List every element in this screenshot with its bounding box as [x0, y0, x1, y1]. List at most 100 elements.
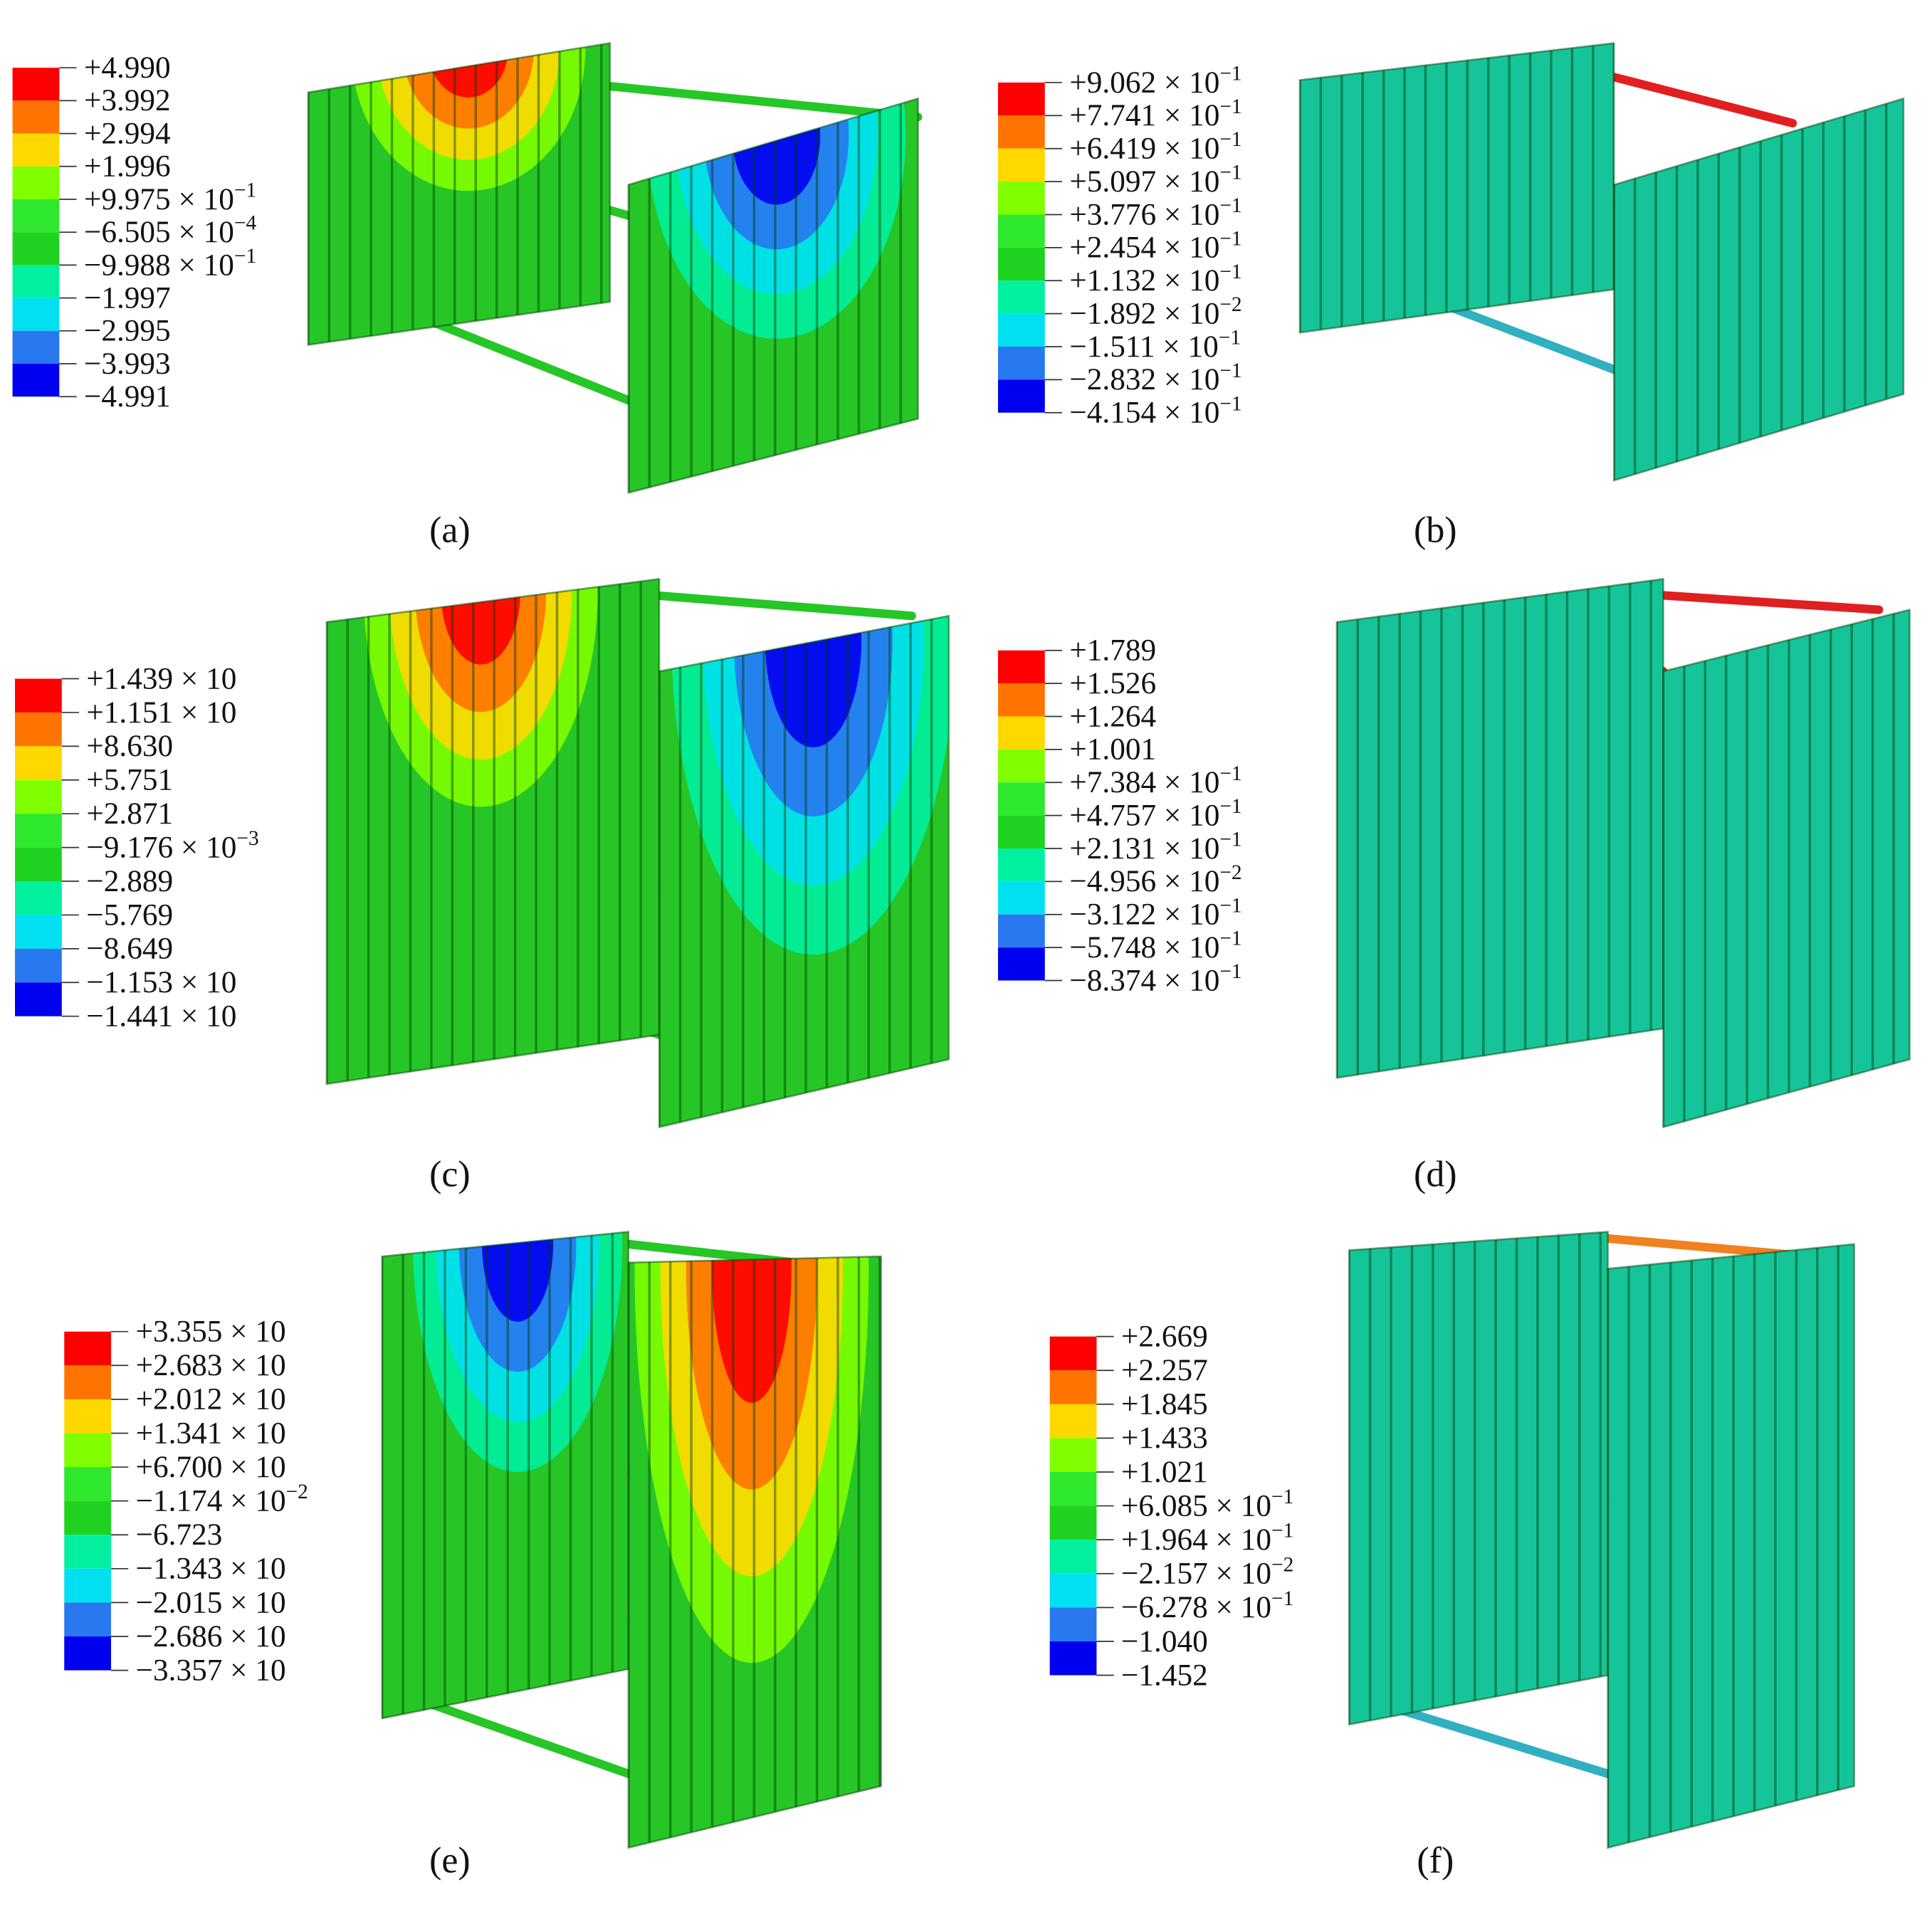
legend-value: +2.454 × 10: [1069, 231, 1219, 265]
legend-label: −4.154 × 10−1: [1069, 392, 1241, 429]
legend-exponent: −1: [1219, 960, 1241, 983]
wall-outline: [627, 97, 919, 494]
legend-label: −1.511 × 10−1: [1069, 327, 1241, 364]
legend-swatch: [997, 881, 1045, 915]
wall-outline: [627, 1255, 882, 1849]
legend-exponent: −1: [1219, 359, 1241, 382]
legend-value: −4.991: [84, 379, 171, 414]
legend-swatch: [64, 1636, 112, 1671]
legend-value: −4.154 × 10: [1069, 396, 1219, 430]
legend-value: +1.341 × 10: [136, 1416, 286, 1450]
panel: +1.789+1.526+1.264+1.001+7.384 × 10−1+4.…: [997, 577, 1911, 1194]
legend-value: +8.630: [86, 729, 173, 763]
legend-swatch: [1049, 1540, 1097, 1574]
legend-exponent: −1: [1219, 762, 1241, 785]
legend-label: −2.686 × 10: [136, 1619, 286, 1654]
legend-label: −9.176 × 10−3: [86, 827, 258, 864]
legend-label: +1.433: [1121, 1421, 1208, 1455]
legend-value: +1.264: [1069, 699, 1156, 733]
legend-exponent: −1: [1271, 1587, 1293, 1610]
legend-label: +7.384 × 10−1: [1069, 762, 1241, 799]
legend-value: +1.964 × 10: [1121, 1523, 1271, 1557]
panel-caption: (d): [1414, 1154, 1457, 1194]
legend-value: +5.097 × 10: [1069, 164, 1219, 199]
legend-value: −1.441 × 10: [86, 999, 236, 1034]
legend-value: −3.122 × 10: [1069, 898, 1219, 932]
legend-swatch: [64, 1602, 112, 1637]
sheet-pile-wall: [326, 579, 660, 1084]
legend-value: +1.151 × 10: [86, 695, 236, 730]
strut: [1597, 69, 1797, 128]
sheet-pile-wall: [308, 43, 610, 345]
legend-exponent: −1: [1219, 128, 1241, 151]
legend-swatch: [12, 100, 60, 134]
legend-value: +7.741 × 10: [1069, 98, 1219, 132]
sheet-pile-wall: [628, 1256, 881, 1848]
legend-label: +1.001: [1069, 732, 1156, 767]
legend-swatch: [997, 716, 1045, 750]
legend-value: −2.686 × 10: [136, 1619, 286, 1654]
legend-value: +1.021: [1121, 1455, 1208, 1489]
legend-label: +2.871: [86, 797, 173, 831]
wall-face: [1614, 98, 1904, 480]
legend-exponent: −1: [1219, 829, 1241, 851]
panel-caption: (a): [429, 510, 471, 550]
legend-swatch: [997, 280, 1045, 314]
legend-value: −3.993: [84, 347, 171, 381]
legend-swatch: [997, 749, 1045, 783]
panel-caption: (f): [1417, 1840, 1454, 1881]
legend-swatch: [15, 847, 62, 882]
legend-swatch: [997, 313, 1045, 347]
legend-swatch: [12, 330, 60, 364]
legend-value: +2.012 × 10: [136, 1382, 286, 1416]
legend-value: −2.889: [86, 864, 173, 898]
legend-value: −1.343 × 10: [136, 1552, 286, 1586]
wall-outline: [1612, 97, 1905, 482]
wall-face: [1349, 1231, 1608, 1725]
legend-exponent: −1: [1219, 227, 1241, 250]
legend-value: +3.992: [84, 83, 171, 117]
legend-label: −6.723: [136, 1518, 223, 1552]
legend-swatch: [1049, 1573, 1097, 1608]
sheet-pile-wall: [1614, 98, 1904, 480]
legend-value: −5.748 × 10: [1069, 930, 1219, 964]
legend-swatch: [64, 1365, 112, 1399]
legend-label: −1.997: [84, 280, 171, 315]
legend-value: −8.649: [86, 932, 173, 966]
legend-label: +1.021: [1121, 1455, 1208, 1489]
panel: +4.990+3.992+2.994+1.996+9.975 × 10−1−6.…: [12, 42, 923, 550]
legend-swatch: [64, 1535, 112, 1569]
legend-swatch: [997, 848, 1045, 882]
legend-label: −1.153 × 10: [86, 965, 236, 999]
legend-label: +1.132 × 10−1: [1069, 261, 1241, 298]
legend-label: +1.341 × 10: [136, 1416, 286, 1450]
legend-value: −1.892 × 10: [1069, 296, 1219, 330]
legend-swatch: [997, 683, 1045, 717]
legend-swatch: [1049, 1404, 1097, 1439]
legend-label: +5.097 × 10−1: [1069, 162, 1241, 199]
contour-band: [711, 1256, 792, 1403]
panel: +2.669+2.257+1.845+1.433+1.021+6.085 × 1…: [1049, 1231, 1856, 1881]
legend-value: +2.131 × 10: [1069, 831, 1219, 866]
legend-exponent: −2: [1219, 293, 1241, 316]
legend-swatch: [64, 1500, 112, 1535]
legend-label: +1.526: [1069, 666, 1156, 700]
legend-swatch: [64, 1568, 112, 1603]
legend-swatch: [12, 298, 60, 331]
legend-swatch: [64, 1433, 112, 1468]
legend-exponent: −1: [1219, 327, 1241, 349]
legend-label: −4.956 × 10−2: [1069, 861, 1241, 898]
legend-label: +1.439 × 10: [86, 661, 236, 695]
legend-label: −5.748 × 10−1: [1069, 927, 1241, 964]
legend-label: −9.988 × 10−1: [84, 245, 256, 282]
panel-caption: (e): [429, 1840, 471, 1881]
legend-swatch: [15, 712, 62, 747]
legend-value: −3.357 × 10: [136, 1653, 286, 1687]
legend-value: −8.374 × 10: [1069, 963, 1219, 997]
legend-value: +4.990: [84, 51, 171, 85]
legend-exponent: −1: [1219, 194, 1241, 217]
wall-face: [1336, 579, 1664, 1078]
legend-swatch: [1049, 1336, 1097, 1371]
legend-exponent: −1: [1219, 927, 1241, 950]
legend-swatch: [15, 814, 62, 848]
